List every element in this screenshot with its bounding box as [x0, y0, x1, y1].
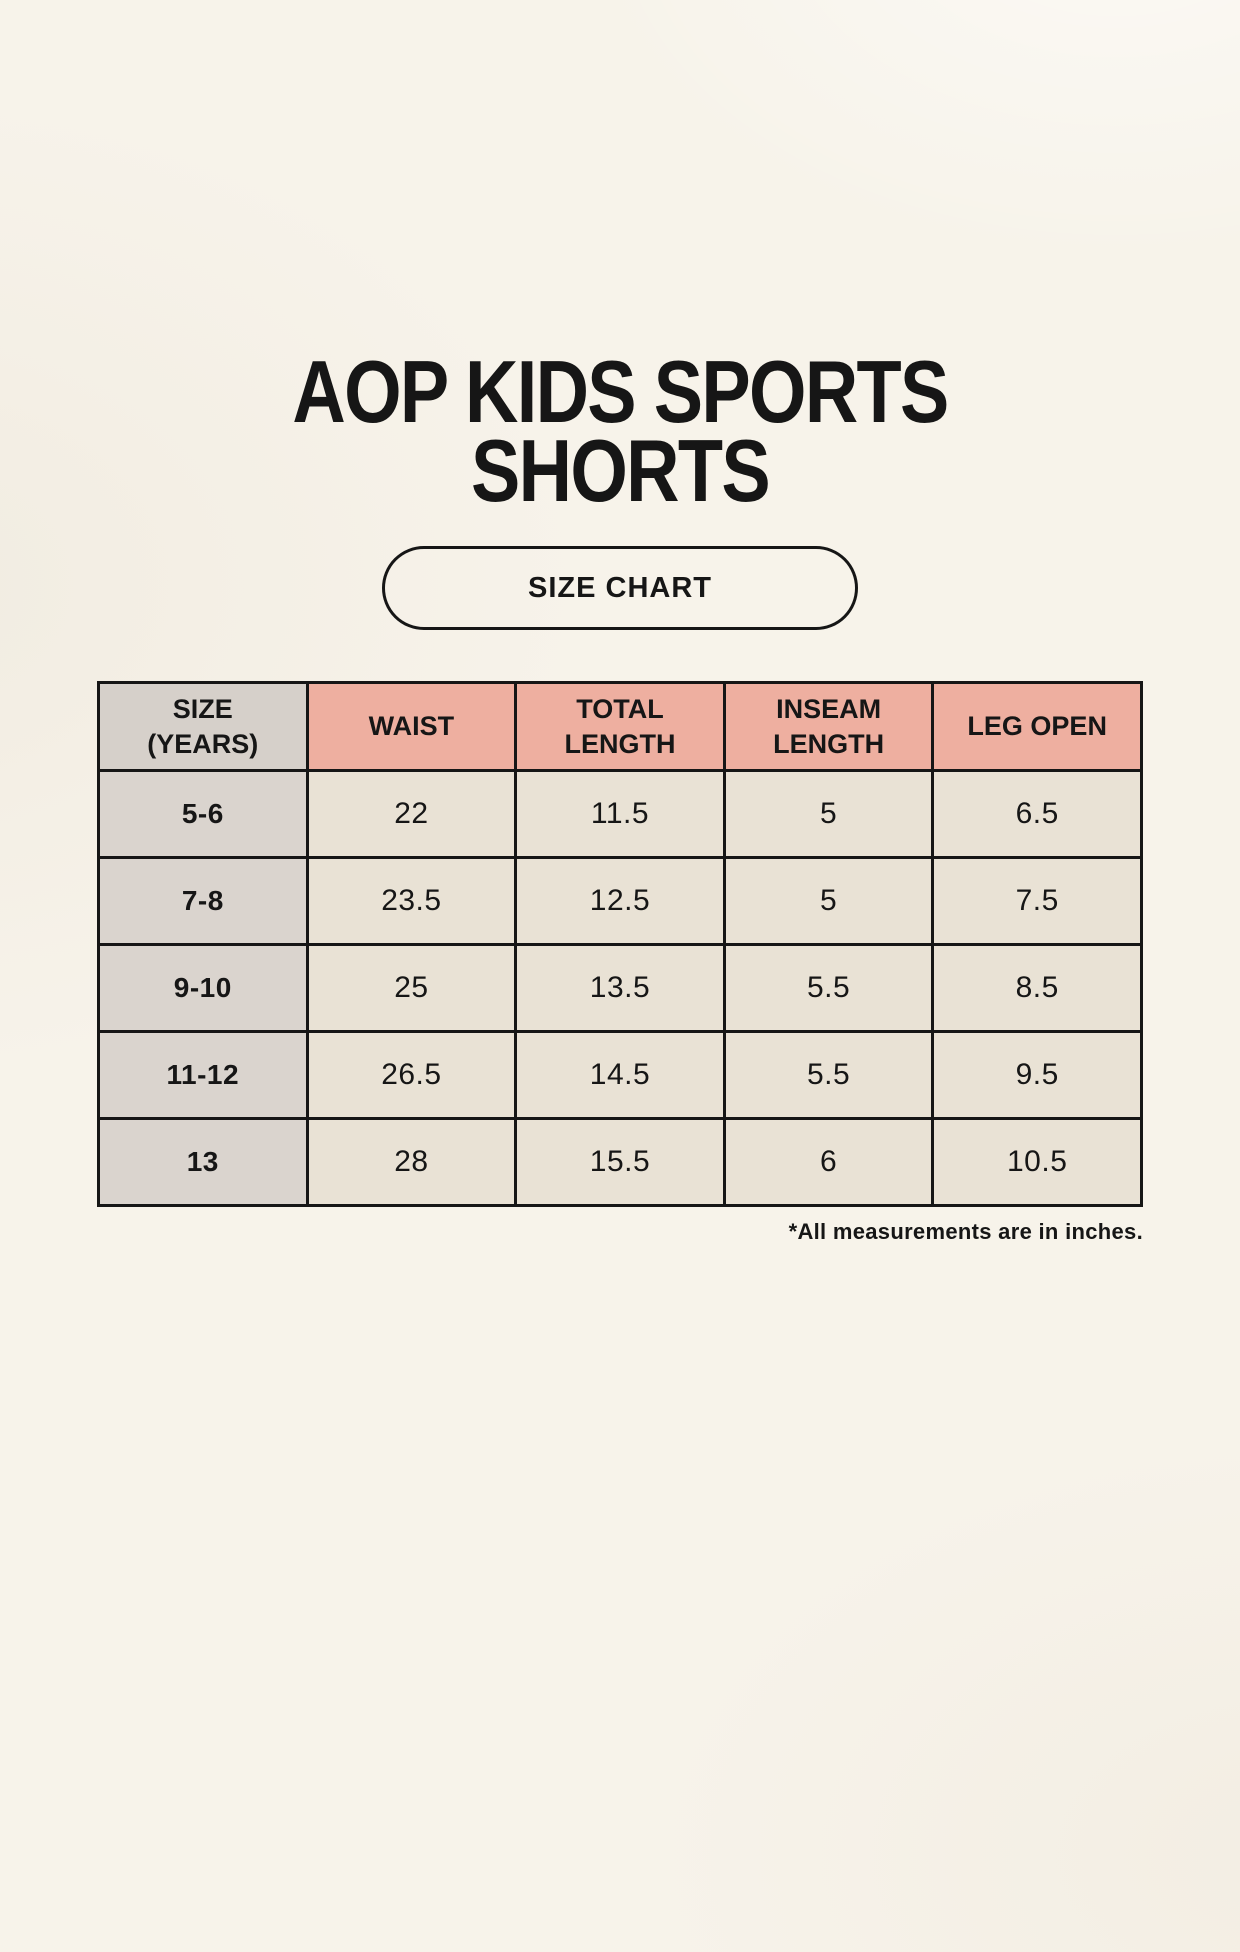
- inseam-length-cell: 5: [722, 769, 935, 860]
- size-cell: 5-6: [97, 769, 309, 860]
- total-length-cell: 12.5: [514, 856, 726, 947]
- total-length-cell: 13.5: [514, 943, 726, 1034]
- waist-cell: 28: [305, 1117, 518, 1208]
- waist-cell: 25: [305, 943, 518, 1034]
- leg-open-cell: 10.5: [931, 1117, 1143, 1208]
- table-row: 9-10 25 13.5 5.5 8.5: [97, 943, 1143, 1034]
- size-cell: 13: [97, 1117, 309, 1208]
- waist-cell: 26.5: [305, 1030, 518, 1121]
- table-row: 13 28 15.5 6 10.5: [97, 1117, 1143, 1208]
- table-row: 11-12 26.5 14.5 5.5 9.5: [97, 1030, 1143, 1121]
- inseam-length-cell: 5.5: [722, 1030, 935, 1121]
- waist-cell: 23.5: [305, 856, 518, 947]
- size-cell: 11-12: [97, 1030, 309, 1121]
- col-header-size-years: SIZE (YEARS): [97, 681, 309, 773]
- total-length-cell: 15.5: [514, 1117, 726, 1208]
- col-header-leg-open: LEG OPEN: [931, 681, 1143, 773]
- col-header-waist: WAIST: [305, 681, 518, 773]
- leg-open-cell: 8.5: [931, 943, 1143, 1034]
- size-cell: 9-10: [97, 943, 309, 1034]
- size-cell: 7-8: [97, 856, 309, 947]
- total-length-cell: 14.5: [514, 1030, 726, 1121]
- page-title: AOP KIDS SPORTS SHORTS: [292, 342, 949, 521]
- table-row: 7-8 23.5 12.5 5 7.5: [97, 856, 1143, 947]
- measurements-footnote: *All measurements are in inches.: [788, 1219, 1143, 1245]
- col-header-inseam-length: INSEAM LENGTH: [722, 681, 935, 773]
- leg-open-cell: 9.5: [931, 1030, 1143, 1121]
- table-header-row: SIZE (YEARS) WAIST TOTAL LENGTH INSEAM L…: [97, 681, 1143, 773]
- size-chart-table: SIZE (YEARS) WAIST TOTAL LENGTH INSEAM L…: [97, 681, 1143, 1208]
- leg-open-cell: 7.5: [931, 856, 1143, 947]
- inseam-length-cell: 5: [722, 856, 935, 947]
- waist-cell: 22: [305, 769, 518, 860]
- total-length-cell: 11.5: [514, 769, 726, 860]
- inseam-length-cell: 5.5: [722, 943, 935, 1034]
- size-chart-badge: SIZE CHART: [382, 546, 858, 631]
- col-header-total-length: TOTAL LENGTH: [514, 681, 726, 773]
- size-chart-page: AOP KIDS SPORTS SHORTS SIZE CHART SIZE (…: [0, 342, 1240, 1245]
- table-row: 5-6 22 11.5 5 6.5: [97, 769, 1143, 860]
- inseam-length-cell: 6: [722, 1117, 935, 1208]
- leg-open-cell: 6.5: [931, 769, 1143, 860]
